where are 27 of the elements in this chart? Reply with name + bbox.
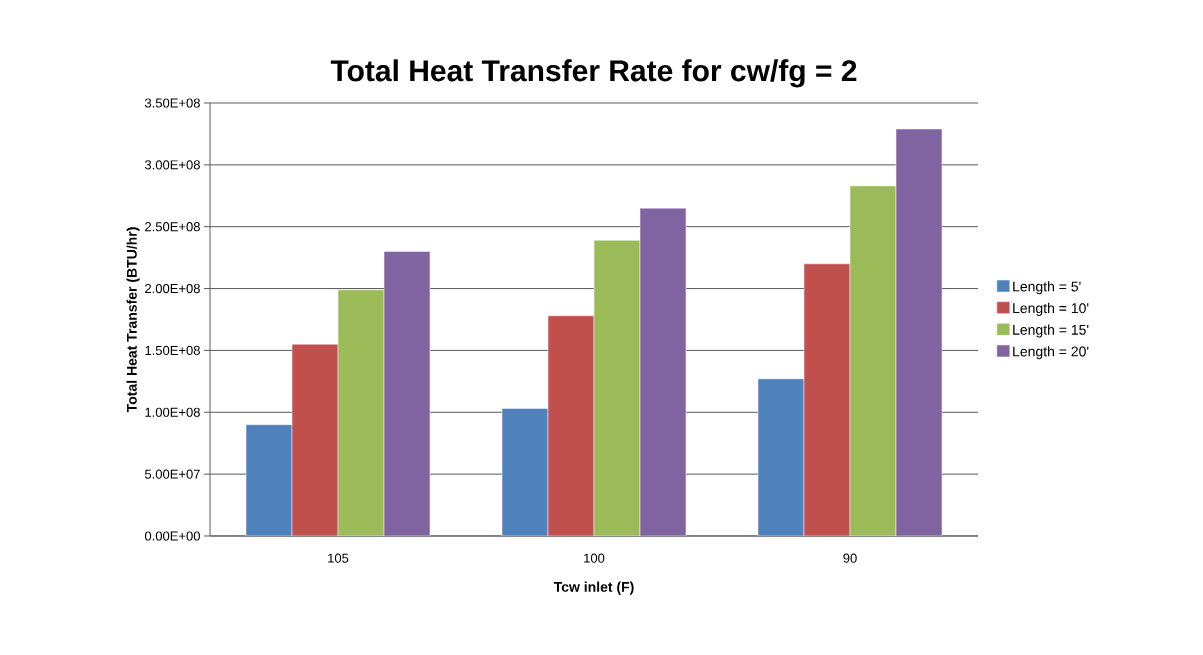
- y-tick-label: 3.00E+08: [144, 160, 200, 170]
- x-tick-label: 90: [843, 553, 857, 563]
- y-axis-title: Total Heat Transfer (BTU/hr): [126, 227, 140, 413]
- legend-label: Length = 10': [1013, 302, 1089, 316]
- y-tick-label: 1.00E+08: [145, 407, 200, 417]
- bar: [803, 263, 851, 536]
- y-tick-label: 5.00E+07: [144, 469, 200, 479]
- bar: [291, 343, 339, 536]
- chart-title: Total Heat Transfer Rate for cw/fg = 2: [330, 59, 857, 88]
- x-tick-label: 100: [584, 553, 605, 563]
- bar: [593, 240, 641, 536]
- bar: [501, 408, 549, 536]
- y-tick-label: 1.50E+08: [145, 345, 200, 356]
- bar: [547, 315, 595, 536]
- y-tick-label: 2.00E+08: [145, 283, 200, 294]
- x-axis-title: Tcw inlet (F): [553, 581, 634, 595]
- y-tick-label: 0.00E+00: [144, 531, 200, 541]
- y-tick-label: 3.50E+08: [144, 98, 200, 108]
- bar: [245, 424, 293, 536]
- legend-label: Length = 15': [1013, 324, 1089, 338]
- bar: [337, 289, 385, 536]
- legend-label: Length = 5': [1013, 281, 1081, 295]
- bar: [849, 185, 897, 536]
- bar: [757, 378, 805, 536]
- legend-label: Length = 20': [1013, 346, 1089, 360]
- x-tick-label: 105: [328, 553, 349, 563]
- y-tick-label: 2.50E+08: [145, 222, 200, 232]
